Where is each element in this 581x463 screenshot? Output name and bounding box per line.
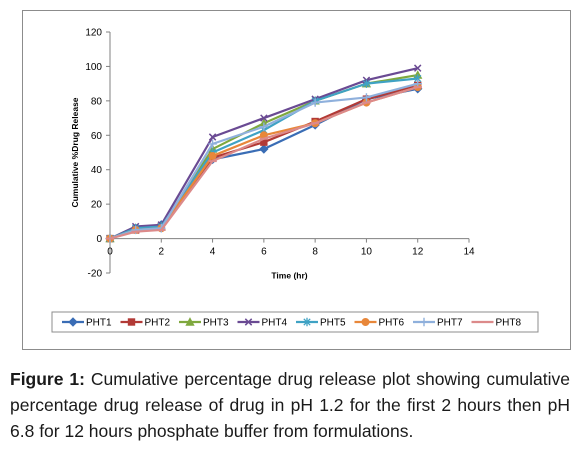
caption-label: Figure 1: — [10, 369, 85, 389]
legend-box — [51, 311, 539, 333]
legend-marker-pht1 — [68, 317, 78, 327]
series-line-pht6 — [109, 86, 419, 240]
series-pht6 — [106, 83, 422, 243]
data-point-pht7 — [259, 122, 269, 131]
series-line-pht5 — [109, 77, 418, 240]
series-pht1 — [105, 84, 423, 244]
legend-item-pht1: PHT1 — [62, 317, 112, 329]
data-point-pht7 — [362, 93, 371, 102]
series-line-pht4 — [109, 67, 418, 240]
series-line-pht1 — [109, 87, 418, 240]
y-tick-label: 0 — [96, 234, 102, 245]
series-line-pht3 — [109, 73, 418, 240]
chart-frame: -20 0 20 40 60 80 100 120 0 2 4 6 8 10 12 14 Time (hr) … — [22, 10, 571, 350]
y-tick-label: 100 — [85, 62, 102, 73]
legend-marker-pht6 — [361, 318, 370, 326]
series-pht7 — [105, 79, 422, 243]
legend-marker-pht5 — [303, 317, 311, 327]
y-tick-label: 60 — [91, 131, 103, 142]
legend-label-pht3: PHT3 — [203, 318, 229, 329]
x-tick-label: 6 — [261, 247, 267, 258]
data-point-pht6 — [208, 151, 217, 160]
y-tick-label: 40 — [91, 165, 103, 176]
data-point-pht1 — [259, 144, 269, 154]
series-line-pht2 — [109, 84, 418, 240]
series-line-pht8 — [109, 86, 419, 240]
legend-marker-pht4 — [244, 318, 253, 326]
y-tick-label: 80 — [91, 96, 103, 107]
figure-caption: Figure 1: Cumulative percentage drug rel… — [10, 366, 570, 444]
legend-marker-pht3 — [185, 317, 195, 326]
series-layer — [105, 64, 423, 244]
x-tick-label: 0 — [107, 247, 113, 258]
legend-label-pht4: PHT4 — [262, 318, 288, 329]
legend-item-pht4: PHT4 — [237, 318, 288, 329]
x-tick-label: 4 — [210, 247, 216, 258]
x-axis-title: Time (hr) — [271, 271, 307, 281]
legend-label-pht6: PHT6 — [379, 318, 405, 329]
legend-label-pht2: PHT2 — [145, 318, 171, 329]
y-axis-title: Cumulative %Drug Release — [70, 97, 80, 207]
legend-label-pht1: PHT1 — [86, 318, 112, 329]
x-tick-label: 10 — [361, 247, 373, 258]
y-tick-label: 20 — [91, 200, 103, 211]
data-point-pht5 — [362, 79, 371, 88]
legend-item-pht5: PHT5 — [296, 318, 346, 329]
data-point-pht4 — [413, 64, 422, 72]
data-point-pht7 — [310, 98, 320, 107]
data-point-pht4 — [260, 114, 268, 122]
x-tick-label: 2 — [159, 247, 165, 258]
legend-item-pht8: PHT8 — [471, 318, 522, 329]
legend-item-pht2: PHT2 — [120, 318, 171, 329]
legend: PHT1 PHT2 PHT3 PHT4 PHT5 PHT6 PHT7 PHT8 — [62, 317, 522, 329]
x-tick-label: 12 — [412, 247, 424, 258]
legend-label-pht7: PHT7 — [437, 318, 463, 329]
y-tick-label: 120 — [85, 28, 102, 39]
series-line-pht7 — [109, 82, 418, 240]
series-pht2 — [106, 81, 422, 243]
legend-item-pht6: PHT6 — [354, 318, 405, 329]
caption-text: Cumulative percentage drug release plot … — [10, 369, 570, 441]
legend-label-pht8: PHT8 — [496, 318, 522, 329]
legend-label-pht5: PHT5 — [320, 318, 346, 329]
legend-item-pht3: PHT3 — [179, 317, 229, 329]
x-tick-label: 8 — [312, 247, 318, 258]
series-pht8 — [105, 86, 422, 240]
legend-marker-pht2 — [127, 318, 136, 326]
data-point-pht4 — [208, 133, 217, 141]
legend-marker-pht7 — [419, 317, 429, 327]
legend-item-pht7: PHT7 — [413, 318, 463, 329]
y-tick-label: -20 — [88, 269, 103, 280]
x-tick-label: 14 — [463, 247, 475, 258]
data-point-pht7 — [208, 139, 217, 149]
axes: -20 0 20 40 60 80 100 120 0 2 4 6 8 10 12 14 — [85, 28, 475, 280]
